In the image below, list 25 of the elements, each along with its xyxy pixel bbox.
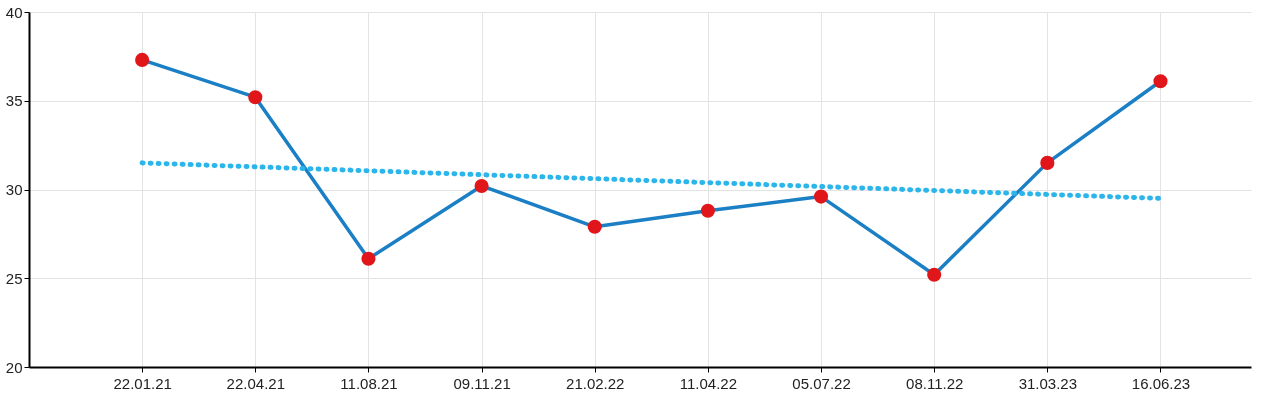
x-tick-label: 11.04.22 bbox=[679, 374, 738, 392]
y-tick-label: 20 bbox=[5, 358, 23, 376]
point bbox=[587, 219, 602, 234]
y-tick-label: 30 bbox=[5, 181, 23, 198]
point bbox=[813, 189, 829, 204]
point bbox=[1040, 155, 1055, 170]
x-tick-label: 05.07.22 bbox=[792, 374, 851, 392]
y-tick-label: 35 bbox=[5, 92, 23, 110]
point bbox=[248, 90, 263, 105]
x-tick-label: 11.08.21 bbox=[340, 374, 398, 392]
point bbox=[361, 251, 376, 266]
point bbox=[927, 267, 942, 282]
y-tick-label: 40 bbox=[5, 3, 23, 21]
point bbox=[1153, 74, 1168, 89]
x-tick-label: 21.02.22 bbox=[566, 374, 625, 392]
point bbox=[474, 178, 489, 194]
point bbox=[700, 203, 715, 218]
x-tick-label: 09.11.21 bbox=[453, 374, 511, 392]
x-tick-label: 08.11.22 bbox=[906, 374, 964, 392]
x-tick-label: 16.06.23 bbox=[1131, 374, 1191, 392]
x-tick-label: 22.04.21 bbox=[226, 374, 285, 392]
x-tick-label: 22.01.21 bbox=[113, 374, 172, 392]
y-tick-label: 25 bbox=[5, 269, 23, 287]
point bbox=[135, 52, 150, 67]
x-tick-label: 31.03.23 bbox=[1018, 374, 1078, 392]
